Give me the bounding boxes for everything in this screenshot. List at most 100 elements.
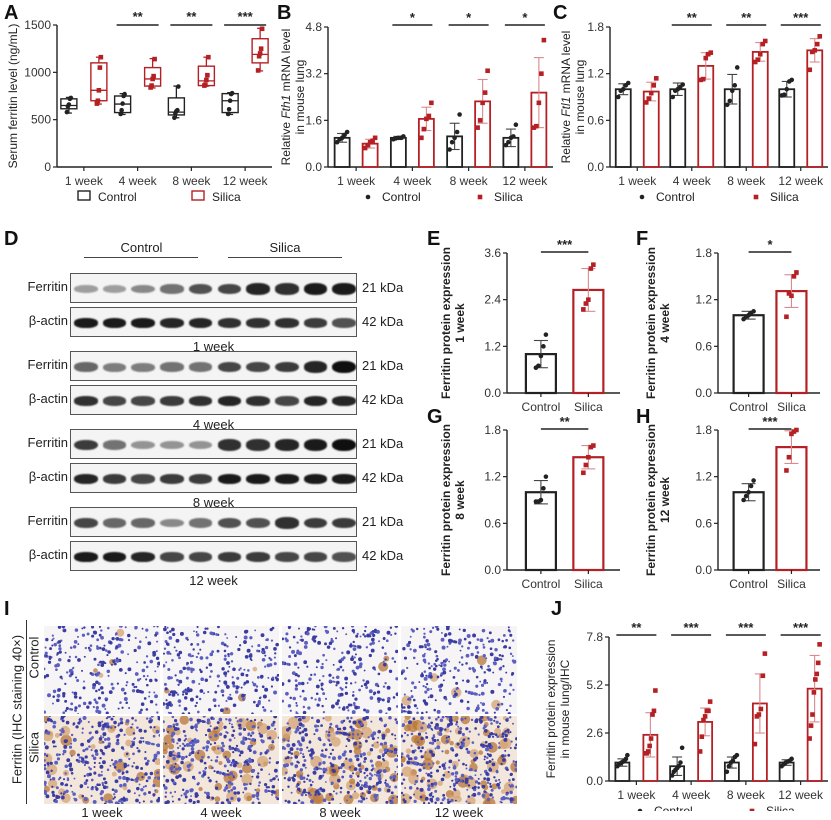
wb-blot-ferritin-8week [70, 429, 357, 459]
wb-blot-ferritin-12week [70, 507, 357, 537]
wb-band [102, 362, 127, 372]
data-point-silica [794, 270, 799, 275]
wb-kda-ferritin: 21 kDa [362, 436, 404, 451]
wb-band [303, 474, 328, 484]
wb-blot-actin-4week [70, 385, 357, 415]
data-point-silica [583, 462, 589, 468]
wb-week-caption: 4 week [192, 417, 235, 432]
legend-label-control: Control [656, 190, 695, 204]
x-tick-label: 4 week [119, 174, 158, 188]
wb-band [188, 396, 213, 406]
ihc-side-line [26, 620, 27, 804]
wb-band [332, 318, 356, 328]
wb-band [74, 552, 98, 562]
data-point-silica [811, 690, 817, 695]
wb-band [274, 361, 299, 373]
x-tick-label: 1 week [337, 174, 376, 188]
data-point-control [122, 91, 127, 97]
wb-label-ferritin: Ferritin [27, 279, 68, 294]
data-point-silica [426, 113, 432, 119]
significance-stars: ** [560, 414, 571, 429]
ihc-tissue-texture [44, 626, 160, 714]
x-tick-label: 1 week [65, 174, 104, 188]
wb-band [160, 284, 184, 294]
data-point-silica [697, 749, 703, 754]
data-point-silica [706, 708, 711, 714]
ihc-image-silica-12week [401, 716, 517, 804]
data-point-silica [95, 98, 101, 104]
data-point-silica [151, 73, 156, 79]
wb-kda-ferritin: 21 kDa [362, 514, 404, 529]
data-point-control [678, 760, 683, 765]
x-tick-label: 8 week [727, 174, 766, 188]
chart-f-ferritin-4week: 0.0 0.6 1.2 1.8 Ferritin protein expression 4… [644, 237, 820, 414]
data-point-silica [475, 125, 480, 130]
ihc-row-label-silica: Silica [26, 731, 42, 764]
data-point-silica [541, 37, 547, 43]
y-tick-label: 0.0 [484, 386, 501, 400]
wb-band [303, 552, 328, 562]
wb-band [303, 283, 328, 295]
wb-band [274, 474, 299, 484]
panel-letter-a: A [4, 2, 19, 24]
x-tick-label: Control [522, 577, 561, 591]
data-point-control [538, 353, 544, 359]
data-point-silica [786, 291, 792, 296]
wb-band [246, 283, 270, 295]
data-point-control [746, 489, 751, 495]
ihc-week-caption: 4 week [200, 805, 242, 820]
data-point-silica [482, 90, 488, 95]
y-tick-label: 0.6 [587, 113, 604, 127]
x-tick-label: 8 week [727, 788, 766, 802]
bar-control [389, 136, 407, 168]
data-point-control [623, 756, 629, 762]
data-point-silica [94, 101, 100, 106]
wb-band [160, 552, 184, 562]
data-point-silica [817, 34, 823, 39]
data-point-silica [424, 116, 429, 122]
wb-band [74, 396, 98, 406]
data-point-silica [703, 55, 709, 61]
data-point-control [226, 106, 232, 112]
data-point-silica [204, 77, 209, 83]
wb-band [274, 517, 299, 529]
wb-band [131, 284, 156, 294]
ihc-week-caption: 1 week [81, 805, 123, 820]
wb-band [246, 474, 270, 484]
data-point-silica [789, 431, 794, 437]
data-point-silica [815, 660, 821, 666]
data-point-silica [699, 734, 705, 739]
wb-band [332, 361, 356, 373]
data-point-control [506, 139, 511, 145]
wb-blot-actin-12week [70, 541, 357, 571]
y-tick-label: 3.6 [484, 246, 501, 260]
data-point-silica [784, 314, 789, 320]
significance-stars: *** [238, 9, 254, 24]
wb-band [160, 318, 184, 328]
wb-band [332, 517, 356, 529]
data-point-control [511, 134, 516, 139]
legend-label-silica: Silica [766, 804, 795, 811]
ihc-image-silica-4week [163, 716, 279, 804]
data-point-silica [257, 51, 263, 56]
x-tick-label: 12 week [503, 174, 549, 188]
wb-band [217, 283, 242, 295]
wb-band [131, 552, 156, 562]
data-point-silica [755, 57, 761, 62]
x-tick-label: 12 week [223, 174, 269, 188]
data-point-control [789, 77, 795, 83]
x-tick-label: Control [729, 577, 768, 591]
panel-letter-e: E [427, 228, 441, 250]
data-point-silica [259, 26, 265, 32]
data-point-control [615, 94, 621, 100]
wb-kda-ferritin: 21 kDa [362, 358, 404, 373]
data-point-control [64, 109, 70, 115]
y-axis-label-line2: 4 week [658, 303, 672, 343]
data-point-control [457, 112, 462, 117]
ihc-side-label: Ferritin (IHC staining 40×) [9, 634, 25, 785]
data-point-silica [809, 49, 815, 55]
data-point-silica [708, 50, 714, 55]
y-tick-label: 5.2 [586, 678, 603, 692]
wb-band [188, 283, 213, 295]
wb-band [188, 440, 213, 450]
